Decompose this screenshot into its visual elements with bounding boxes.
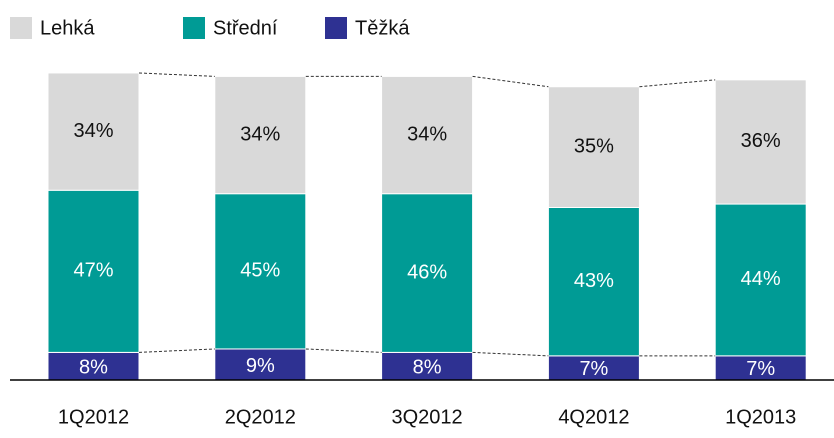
x-tick-label: 3Q2012 xyxy=(392,406,463,428)
legend-swatch xyxy=(10,17,32,39)
value-label: 43% xyxy=(574,270,614,292)
connector xyxy=(472,75,549,88)
connector xyxy=(639,79,716,88)
x-tick-label: 1Q2013 xyxy=(725,406,796,428)
connector xyxy=(138,72,215,77)
bar-segment xyxy=(47,72,140,191)
bar-segment xyxy=(547,207,640,357)
x-tick-label: 2Q2012 xyxy=(225,406,296,428)
bar-segment xyxy=(714,79,807,205)
bar-segment xyxy=(214,193,307,350)
value-label: 34% xyxy=(407,123,447,145)
value-label: 47% xyxy=(73,260,113,282)
bar-segment xyxy=(214,75,307,195)
legend-swatch xyxy=(325,17,347,39)
legend-label: Lehká xyxy=(40,17,95,39)
value-label: 44% xyxy=(741,268,781,290)
x-tick-label: 4Q2012 xyxy=(558,406,629,428)
legend-label: Střední xyxy=(213,17,278,39)
legend-label: Těžká xyxy=(355,17,410,39)
x-tick-label: 1Q2012 xyxy=(58,406,129,428)
connector xyxy=(305,348,382,353)
value-label: 45% xyxy=(240,260,280,282)
value-label: 7% xyxy=(746,358,775,380)
bar-segment xyxy=(381,193,474,353)
bar-segment xyxy=(47,351,140,381)
value-label: 8% xyxy=(413,356,442,378)
bar-segment xyxy=(381,75,474,195)
bar-segment xyxy=(547,86,640,208)
bar-segment xyxy=(47,189,140,353)
value-label: 46% xyxy=(407,261,447,283)
value-label: 36% xyxy=(741,130,781,152)
value-label: 35% xyxy=(574,135,614,157)
value-label: 8% xyxy=(79,356,108,378)
legend-swatch xyxy=(183,17,205,39)
value-label: 9% xyxy=(246,355,275,377)
connector xyxy=(138,348,215,353)
bar-segment xyxy=(214,348,307,381)
connector xyxy=(472,351,549,357)
bar-segment xyxy=(547,355,640,381)
value-label: 34% xyxy=(73,120,113,142)
value-label: 34% xyxy=(240,123,280,145)
value-label: 7% xyxy=(579,358,608,380)
